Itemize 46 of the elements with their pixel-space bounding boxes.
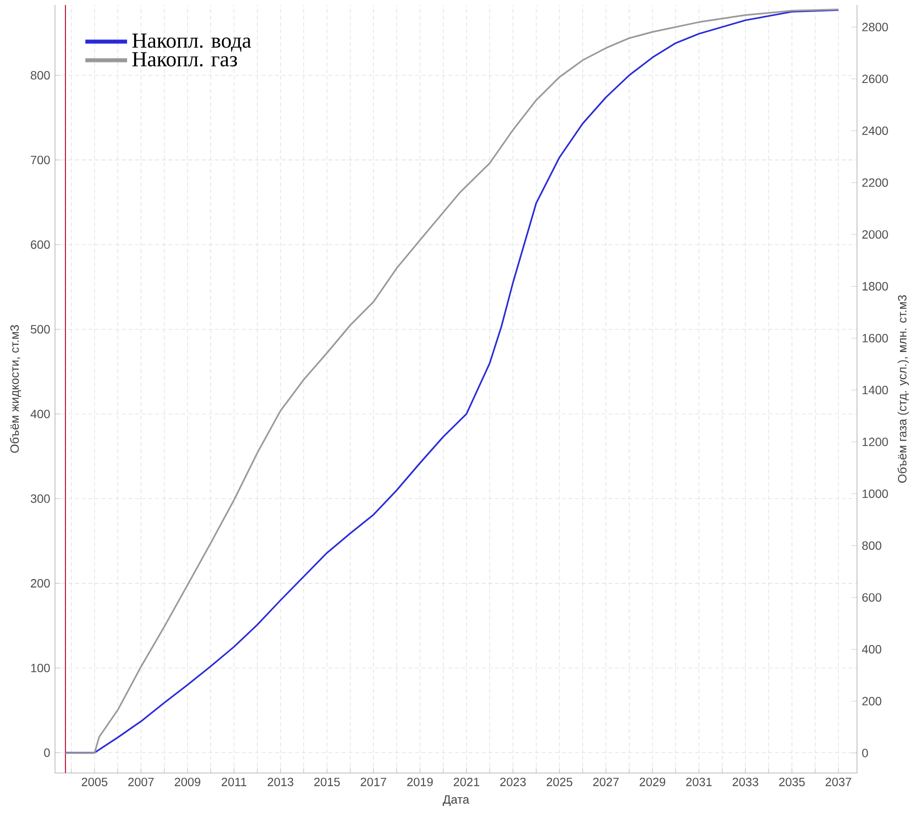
x-tick-label: 2015 [314, 778, 340, 786]
y-tick-label: 300 [30, 494, 50, 503]
y-tick-label: 200 [30, 579, 50, 588]
y2-tick-label: 2400 [862, 126, 888, 135]
y2-tick-label: 2600 [862, 74, 888, 84]
y2-tick-label: 2000 [862, 230, 888, 239]
legend-label: Накопл. вода [132, 34, 252, 52]
y2-tick-label: 1000 [862, 489, 888, 498]
x-tick-label: 2035 [779, 778, 805, 786]
x-tick-label: 2007 [128, 778, 154, 786]
y2-tick-label: 600 [862, 593, 882, 602]
y-tick-label: 0 [44, 748, 50, 757]
y2-tick-label: 2800 [862, 22, 888, 32]
x-tick-label: 2023 [500, 778, 526, 786]
y2-tick-label: 200 [862, 696, 882, 706]
y-tick-label: 100 [31, 664, 50, 672]
y2-tick-label: 1800 [862, 282, 888, 291]
y-tick-label: 700 [30, 156, 50, 164]
x-tick-label: 2033 [732, 778, 758, 786]
y-tick-label: 500 [30, 325, 50, 334]
x-tick-label: 2029 [640, 778, 666, 786]
x-tick-label: 2037 [826, 778, 852, 786]
y2-tick-label: 2200 [862, 178, 888, 187]
y2-tick-label: 1200 [862, 438, 888, 446]
x-tick-label: 2031 [686, 778, 712, 786]
y2-tick-label: 800 [862, 541, 882, 550]
x-tick-label: 2025 [546, 778, 572, 786]
x-tick-label: 2027 [593, 778, 619, 786]
y2-tick-label: 0 [862, 748, 868, 758]
y2-axis-title: Объём газа (стд. усл.), млн. ст.м3 [898, 295, 909, 483]
x-tick-label: 2021 [454, 778, 480, 786]
legend-label: Накопл. газ [132, 52, 237, 67]
y2-tick-label: 1600 [862, 334, 888, 342]
y-axis-title: Объём жидкости, ст.м3 [10, 325, 22, 453]
x-axis-title: Дата [442, 795, 470, 806]
x-tick-label: 2013 [268, 778, 294, 786]
x-tick-label: 2019 [407, 778, 433, 786]
x-tick-label: 2005 [82, 778, 108, 786]
y2-tick-label: 1400 [862, 386, 888, 394]
y-tick-label: 400 [30, 410, 50, 418]
y2-tick-label: 400 [862, 645, 882, 654]
x-tick-label: 2017 [360, 778, 386, 786]
x-tick-label: 2011 [222, 778, 246, 786]
y-tick-label: 800 [30, 71, 50, 80]
y-tick-label: 600 [30, 240, 50, 249]
x-tick-label: 2009 [174, 778, 200, 786]
